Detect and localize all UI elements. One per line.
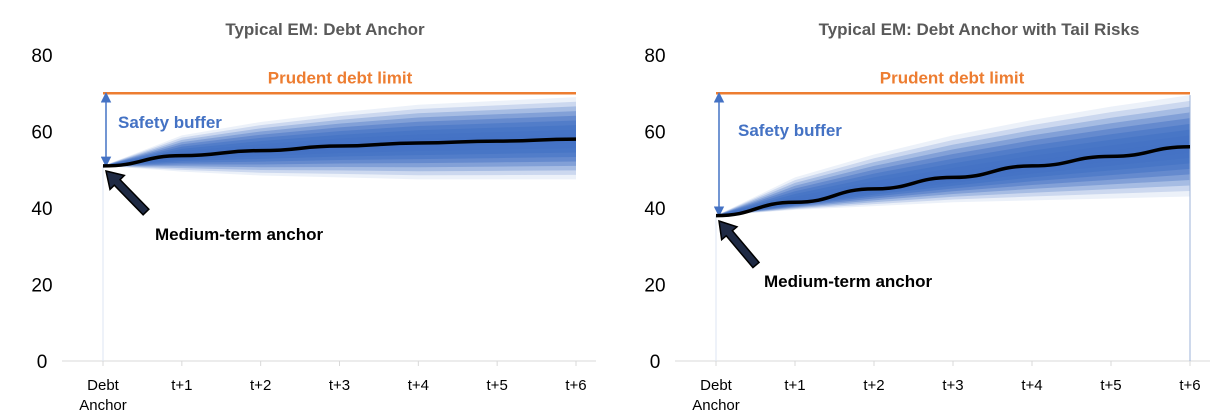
fan-band-group: [103, 97, 576, 180]
central-path-line: [715, 145, 1191, 218]
chart-title: Typical EM: Debt Anchor with Tail Risks: [819, 20, 1140, 39]
x-tick-label: t+6: [565, 377, 586, 394]
y-tick-label: 40: [644, 199, 665, 220]
y-tick-label: 0: [650, 352, 661, 373]
x-tick-label: t+4: [408, 377, 429, 394]
anchor-arrow-icon: [718, 219, 761, 269]
prudent-limit-label: Prudent debt limit: [880, 68, 1025, 87]
x-tick-label: t+5: [1100, 377, 1121, 394]
prudent-limit-label: Prudent debt limit: [268, 68, 413, 87]
y-tick-label: 40: [31, 199, 52, 220]
x-tick-label: t+4: [1021, 377, 1042, 394]
x-tick-label: t+2: [250, 377, 271, 394]
safety-buffer-label: Safety buffer: [118, 113, 222, 132]
x-tick-label: t+2: [863, 377, 884, 394]
axes-group: 0 20 40 60 80 Debt Anchor t+1 t+2 t+3 t+4 t+5 t+6: [644, 46, 1210, 414]
x-tick-label: t+6: [1179, 377, 1200, 394]
x-tick-label: t+1: [171, 377, 192, 394]
x-tick-label: t+3: [329, 377, 350, 394]
axes-group: 0 20 40 60 80 Debt Anchor t+1 t+2 t+3 t+4 t+5 t+6: [31, 46, 596, 414]
x-tick-label: t+3: [942, 377, 963, 394]
chart-debt-anchor-tail-risks: Typical EM: Debt Anchor with Tail Risks …: [644, 20, 1210, 414]
x-tick-label: t+1: [784, 377, 805, 394]
chart-title: Typical EM: Debt Anchor: [225, 20, 425, 39]
y-tick-label: 0: [37, 352, 48, 373]
x-tick-label: t+5: [487, 377, 508, 394]
chart-debt-anchor: Typical EM: Debt Anchor 0 20 40 60 80 Debt Anc…: [31, 20, 596, 414]
y-tick-label: 20: [31, 276, 52, 297]
y-tick-label: 80: [644, 46, 665, 67]
x-tick-label: Debt Anchor: [692, 377, 740, 414]
central-path-line: [102, 137, 577, 168]
anchor-arrow-icon: [105, 169, 150, 216]
x-tick-label: Debt Anchor: [79, 377, 127, 414]
y-tick-label: 80: [31, 46, 52, 67]
y-tick-label: 60: [644, 123, 665, 144]
medium-term-anchor-label: Medium-term anchor: [764, 272, 933, 291]
safety-buffer-label: Safety buffer: [738, 121, 842, 140]
y-tick-label: 60: [31, 123, 52, 144]
y-tick-label: 20: [644, 276, 665, 297]
medium-term-anchor-label: Medium-term anchor: [155, 225, 324, 244]
